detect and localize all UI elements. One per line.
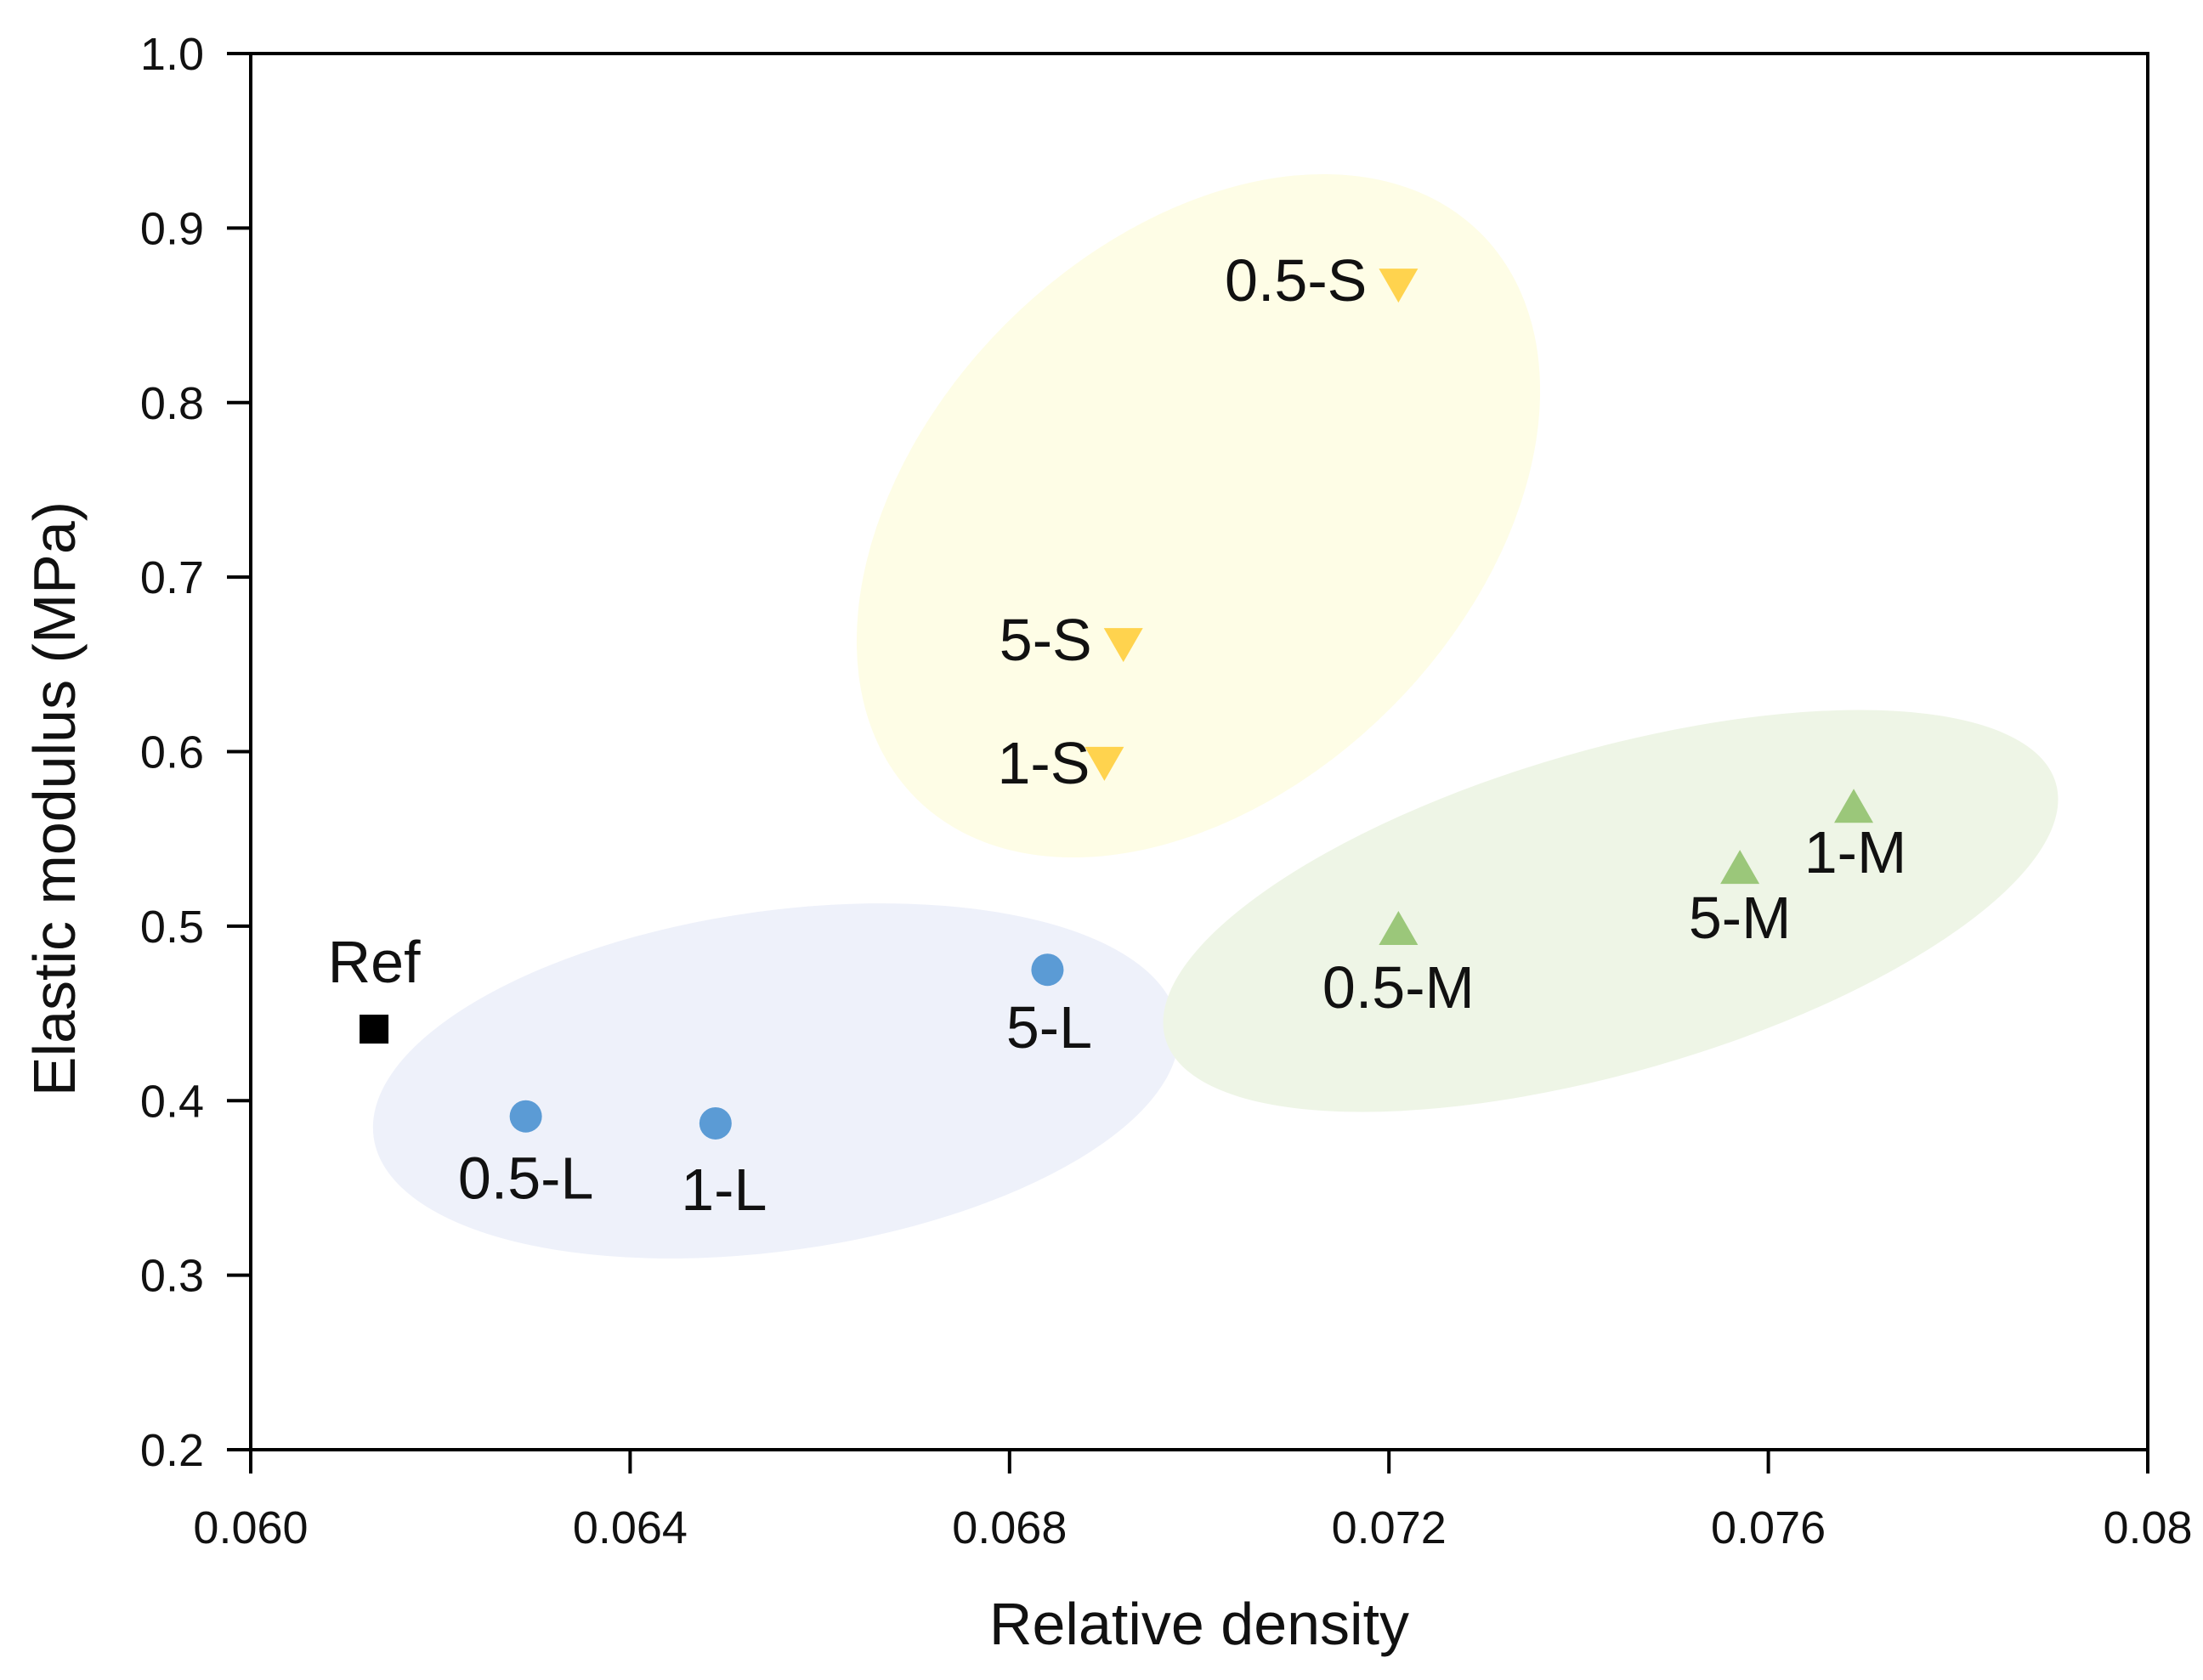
data-point-05-m bbox=[1379, 910, 1419, 945]
y-tick-label: 0.5 bbox=[140, 902, 204, 953]
data-point-05-s bbox=[1379, 269, 1419, 303]
y-tick-label: 1.0 bbox=[140, 29, 204, 80]
y-tick-label: 0.6 bbox=[140, 727, 204, 778]
group-region-s bbox=[856, 173, 1541, 858]
data-point-ref bbox=[360, 1015, 389, 1044]
data-point-5-l bbox=[1031, 953, 1064, 987]
point-label-1-s: 1-S bbox=[997, 730, 1090, 796]
x-tick-label: 0.08 bbox=[2103, 1502, 2192, 1553]
group-region-l bbox=[372, 903, 1180, 1259]
data-point-5-m bbox=[1720, 850, 1760, 885]
data-point-05-l bbox=[509, 1100, 542, 1133]
x-tick-label: 0.064 bbox=[573, 1502, 688, 1553]
point-label-5-m: 5-M bbox=[1689, 885, 1792, 951]
point-label-ref: Ref bbox=[328, 929, 421, 995]
point-label-05-m: 0.5-M bbox=[1322, 954, 1475, 1021]
y-tick-label: 0.8 bbox=[140, 378, 204, 429]
data-point-1-l bbox=[699, 1106, 732, 1140]
data-point-1-s bbox=[1085, 746, 1124, 781]
y-tick-label: 0.3 bbox=[140, 1251, 204, 1302]
group-regions bbox=[372, 173, 2059, 1259]
group-region-m bbox=[1163, 710, 2059, 1112]
y-axis-ticks: 0.2 0.3 0.4 0.5 0.6 0.7 0.8 0.9 1.0 bbox=[140, 29, 251, 1476]
y-tick-label: 0.4 bbox=[140, 1076, 204, 1127]
y-tick-label: 0.7 bbox=[140, 552, 204, 603]
point-label-1-m: 1-M bbox=[1804, 819, 1907, 885]
data-point-1-m bbox=[1834, 789, 1874, 823]
point-label-1-l: 1-L bbox=[681, 1157, 767, 1223]
x-tick-label: 0.072 bbox=[1332, 1502, 1447, 1553]
point-labels: Ref 0.5-L 1-L 5-L 0.5-S 5-S 1-S 0.5-M 5-M1-M bbox=[328, 247, 1907, 1223]
x-axis-label: Relative density bbox=[989, 1591, 1409, 1657]
point-label-05-s: 0.5-S bbox=[1225, 247, 1367, 314]
data-point-5-s bbox=[1103, 628, 1143, 663]
y-axis-label: Elastic modulus (MPa) bbox=[21, 501, 88, 1096]
x-tick-label: 0.076 bbox=[1711, 1502, 1826, 1553]
y-tick-label: 0.2 bbox=[140, 1425, 204, 1476]
point-label-5-l: 5-L bbox=[1006, 994, 1092, 1061]
data-points bbox=[360, 269, 1874, 1140]
y-tick-label: 0.9 bbox=[140, 203, 204, 254]
x-tick-label: 0.068 bbox=[952, 1502, 1067, 1553]
point-label-05-l: 0.5-L bbox=[458, 1145, 594, 1212]
x-axis-ticks: 0.060 0.064 0.068 0.072 0.076 0.08 bbox=[193, 1450, 2193, 1553]
point-label-5-s: 5-S bbox=[1000, 607, 1092, 673]
x-tick-label: 0.060 bbox=[193, 1502, 308, 1553]
